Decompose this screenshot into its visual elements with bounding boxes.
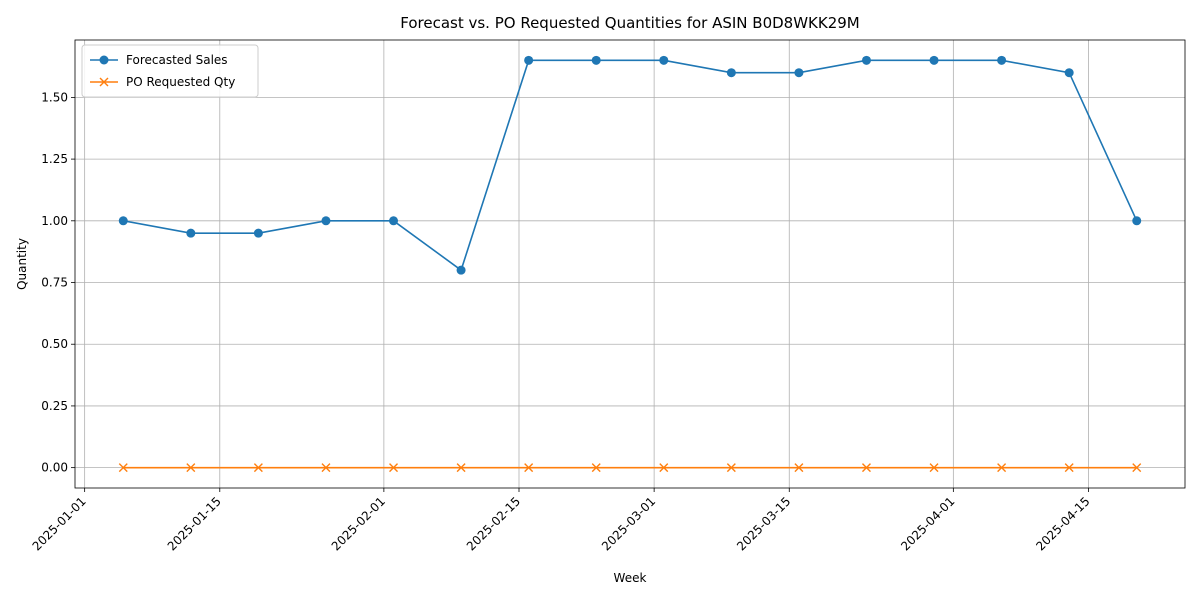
legend-label: Forecasted Sales: [126, 53, 228, 67]
x-tick-label: 2025-01-15: [165, 494, 224, 553]
x-tick-label: 2025-04-01: [898, 494, 957, 553]
data-point: [861, 55, 871, 65]
y-tick-label: 1.50: [41, 90, 68, 104]
data-point-stroke: [591, 463, 601, 473]
y-tick-label: 0.75: [41, 276, 68, 290]
data-point: [186, 228, 196, 238]
data-point-stroke: [524, 463, 534, 473]
x-axis-title: Week: [614, 571, 647, 585]
data-point: [794, 68, 804, 78]
data-point: [659, 55, 669, 65]
data-point-stroke: [118, 463, 128, 473]
data-point: [1064, 463, 1074, 473]
data-point-stroke: [861, 463, 871, 473]
legend-marker: [99, 55, 109, 65]
data-point-stroke: [726, 463, 736, 473]
data-point: [726, 463, 736, 473]
data-point: [591, 463, 601, 473]
data-point-stroke: [659, 463, 669, 473]
legend-box: [81, 44, 259, 98]
data-point-stroke: [794, 463, 804, 473]
x-tick-label: 2025-03-15: [734, 494, 793, 553]
data-point: [1132, 463, 1142, 473]
data-point: [861, 463, 871, 473]
data-point: [1064, 68, 1074, 78]
data-point: [794, 463, 804, 473]
data-point-stroke: [389, 463, 399, 473]
data-point: [524, 463, 534, 473]
x-tick-label: 2025-03-01: [599, 494, 658, 553]
data-point: [389, 463, 399, 473]
legend-label: PO Requested Qty: [126, 75, 235, 89]
data-point: [997, 463, 1007, 473]
y-tick-label: 1.00: [41, 214, 68, 228]
plot-frame: [74, 39, 1186, 489]
legend-marker: [99, 77, 109, 87]
grid-layer: [75, 40, 1185, 488]
data-point: [929, 55, 939, 65]
x-tick-label: 2025-02-01: [329, 494, 388, 553]
y-tick-label: 0.25: [41, 399, 68, 413]
data-point: [118, 463, 128, 473]
data-point: [186, 463, 196, 473]
x-tick-label: 2025-04-15: [1033, 494, 1092, 553]
data-point-stroke: [253, 463, 263, 473]
series-layer: [118, 55, 1142, 473]
data-point: [1132, 216, 1142, 226]
data-point: [321, 216, 331, 226]
data-point: [456, 265, 466, 275]
x-tick-label: 2025-01-01: [30, 494, 89, 553]
data-point-stroke: [1064, 463, 1074, 473]
y-axis-title: Quantity: [15, 238, 29, 290]
data-point: [321, 463, 331, 473]
data-point: [524, 55, 534, 65]
chart-title: Forecast vs. PO Requested Quantities for…: [400, 14, 860, 32]
data-point-stroke: [321, 463, 331, 473]
y-tick-label: 0.00: [41, 461, 68, 475]
data-point: [929, 463, 939, 473]
series-line-1: [123, 59, 1138, 272]
data-point-stroke: [1132, 463, 1142, 473]
data-point-stroke: [186, 463, 196, 473]
data-point: [118, 216, 128, 226]
y-tick-label: 1.25: [41, 152, 68, 166]
data-point: [389, 216, 399, 226]
data-point-stroke: [997, 463, 1007, 473]
data-point: [659, 463, 669, 473]
data-point: [456, 463, 466, 473]
x-tick-label: 2025-02-15: [464, 494, 523, 553]
ticks-layer: 0.00 0.25 0.50 0.75 1.00 1.25 1.50 2025-01-01 20…: [30, 90, 1093, 553]
data-point: [726, 68, 736, 78]
data-point-stroke: [456, 463, 466, 473]
y-tick-label: 0.50: [41, 337, 68, 351]
data-point: [997, 55, 1007, 65]
data-point-stroke: [929, 463, 939, 473]
legend: Forecasted Sales PO Requested Qty: [81, 44, 259, 98]
data-point: [253, 463, 263, 473]
data-point: [591, 55, 601, 65]
data-point: [253, 228, 263, 238]
